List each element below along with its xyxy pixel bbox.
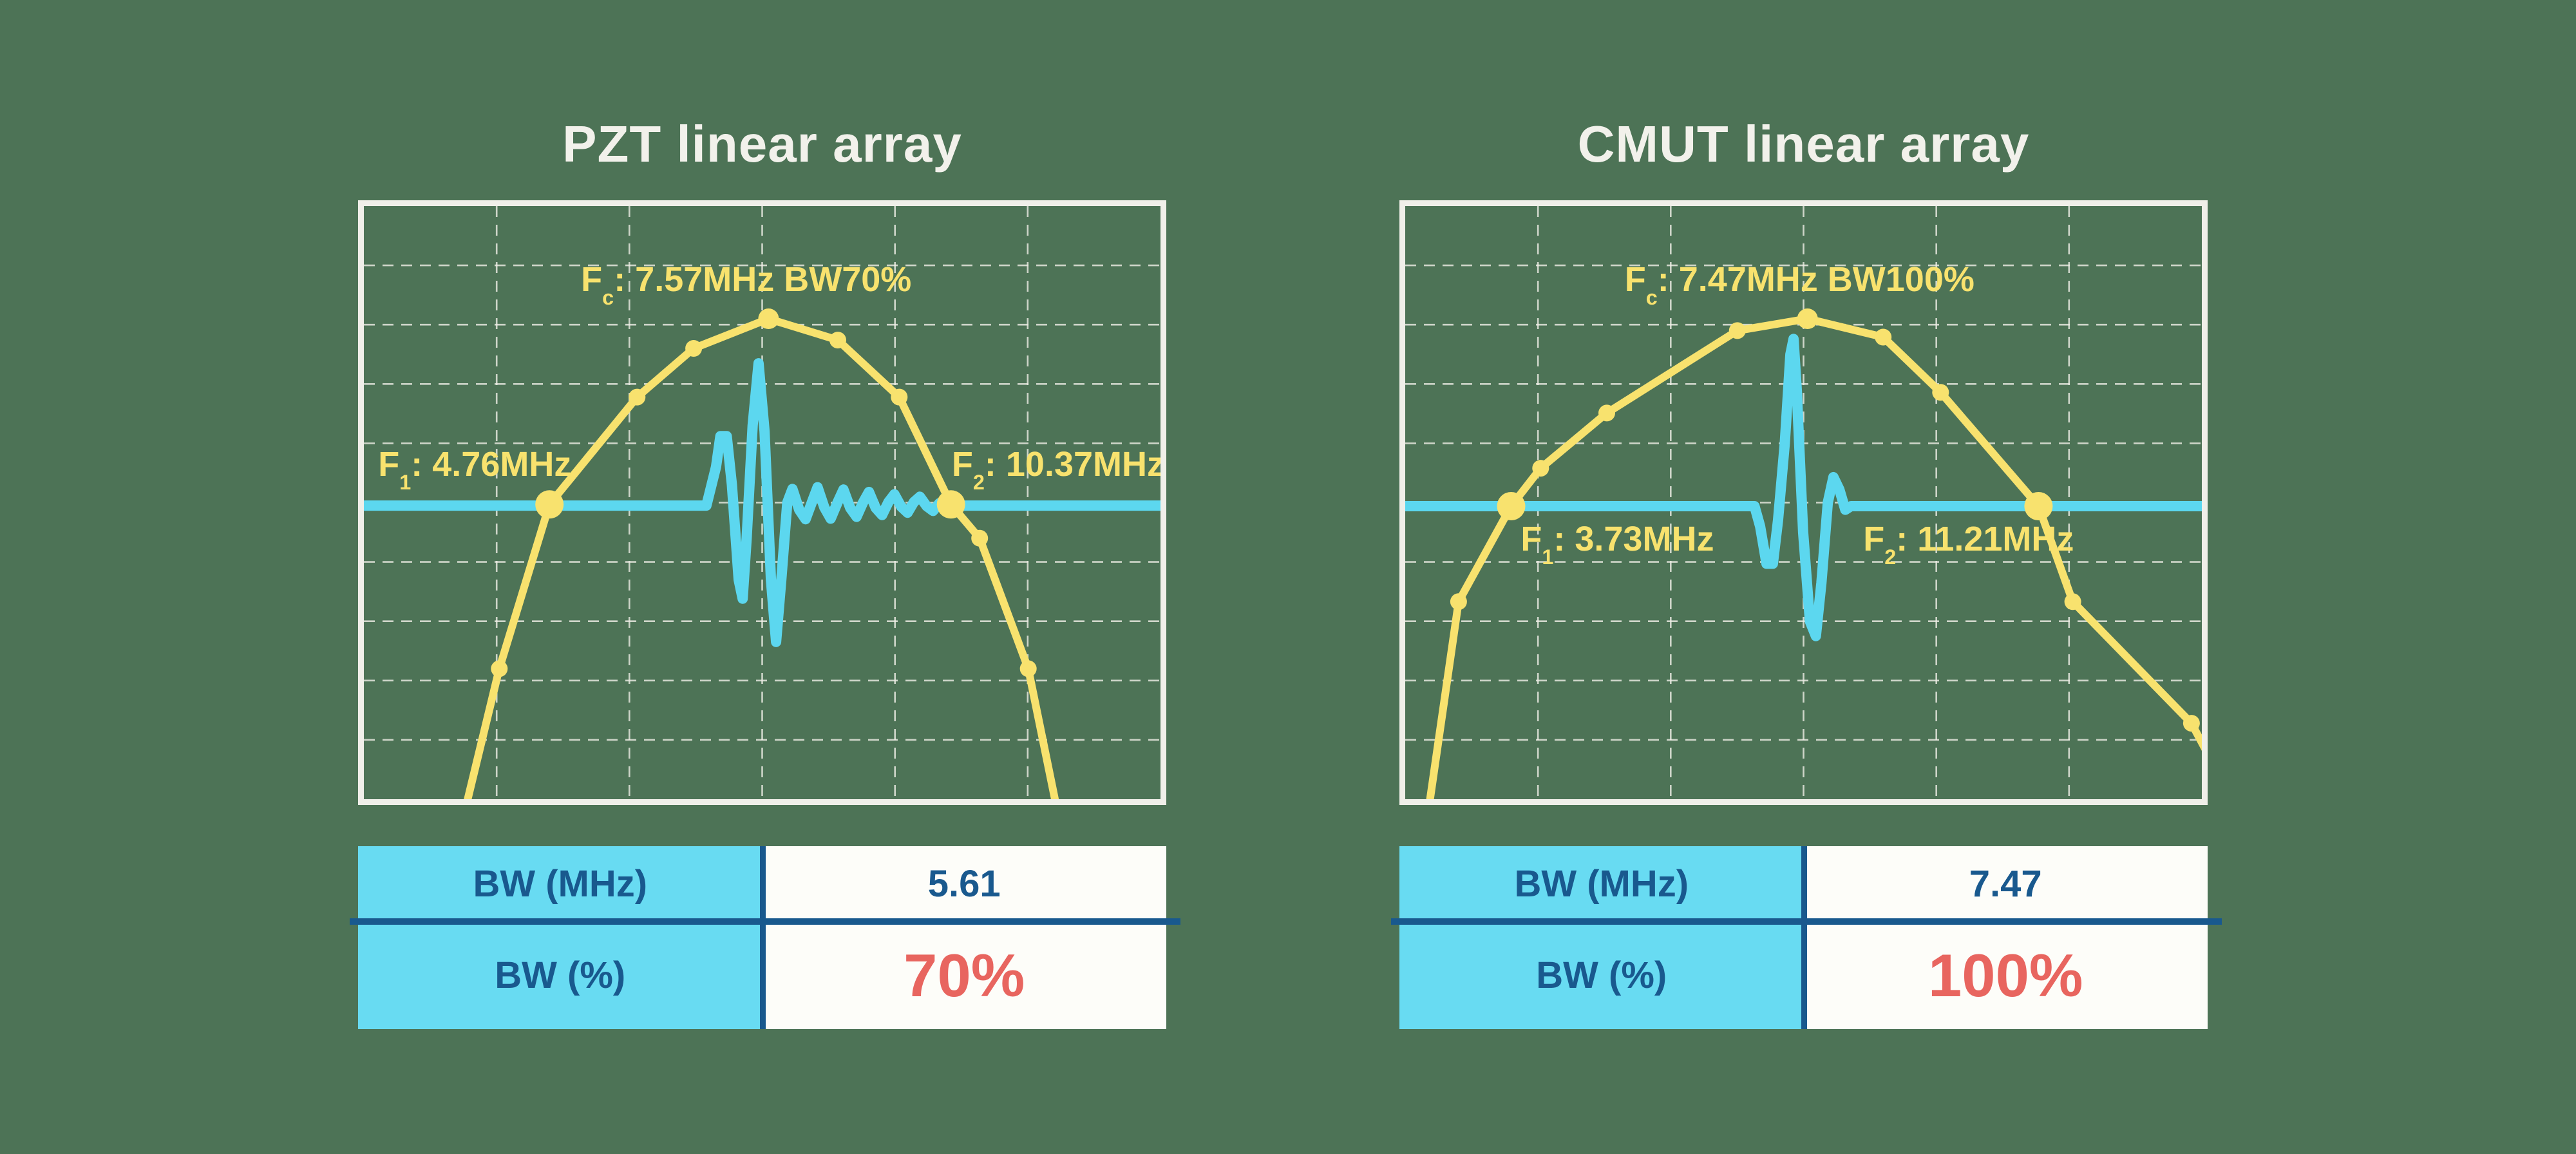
- f2-label-subscript: 2: [1884, 545, 1897, 569]
- fc-label-subscript: c: [602, 286, 614, 310]
- f1-label-prefix: F: [378, 444, 400, 484]
- data-point-marker: [1728, 322, 1746, 339]
- cmut-chart-canvas: [1405, 206, 2202, 799]
- data-point-marker: [758, 308, 779, 329]
- f1-label-prefix: F: [1520, 519, 1542, 558]
- fc-label-value: : 7.57MHz BW70%: [614, 260, 912, 299]
- fc-label-prefix: F: [581, 260, 603, 299]
- data-point-marker: [685, 340, 703, 357]
- data-point-marker: [491, 660, 508, 677]
- f2-label-prefix: F: [1863, 519, 1885, 558]
- bw-mhz-label: BW (MHz): [473, 863, 648, 905]
- pulse-echo-waveform-line: [364, 358, 1160, 647]
- bw-mhz-label: BW (MHz): [1514, 863, 1689, 905]
- data-point-marker: [1450, 593, 1467, 610]
- f2-label-subscript: 2: [972, 470, 985, 494]
- bw-mhz-value: 7.47: [1969, 863, 2042, 905]
- bw-mhz-value: 5.61: [927, 863, 1001, 905]
- f2-label-value: : 10.37MHz: [984, 444, 1165, 484]
- f1-label-value: : 4.76MHz: [411, 444, 572, 484]
- table-row: BW (%) 100%: [1399, 922, 2208, 1029]
- data-point-marker: [1598, 404, 1615, 422]
- bw-mhz-label-cell: BW (MHz): [1399, 846, 1804, 922]
- cmut-f2-label: F2: 11.21MHz: [1863, 519, 2074, 567]
- f1-label-value: : 3.73MHz: [1553, 519, 1714, 558]
- pzt-bandwidth-table: BW (MHz) 5.61 BW (%) 70%: [350, 846, 1180, 1029]
- cmut-panel-title: CMUT linear array: [1577, 115, 2030, 173]
- table-row-divider: [350, 918, 1180, 925]
- pzt-chart-canvas: [364, 206, 1160, 799]
- table-row: BW (%) 70%: [358, 922, 1166, 1029]
- table-row: BW (MHz) 5.61: [358, 846, 1166, 922]
- pzt-panel-title: PZT linear array: [562, 115, 962, 173]
- cmut-f1-label: F1: 3.73MHz: [1520, 519, 1714, 567]
- data-point-marker: [1875, 328, 1892, 346]
- data-point-marker: [1932, 384, 1949, 401]
- data-point-marker: [1532, 460, 1549, 477]
- cmut-chart-frame: Fc: 7.47MHz BW100% F1: 3.73MHz F2: 11.21…: [1399, 200, 2208, 805]
- pzt-f2-label: F2: 10.37MHz: [951, 444, 1165, 493]
- bw-percent-label-cell: BW (%): [358, 922, 762, 1029]
- table-row: BW (MHz) 7.47: [1399, 846, 2208, 922]
- data-point-marker: [1797, 308, 1818, 329]
- bw-percent-value: 100%: [1928, 941, 2083, 1009]
- frequency-spectrum-line: [464, 315, 1059, 799]
- pulse-echo-waveform-line: [1405, 334, 2202, 641]
- cmut-center-frequency-label: Fc: 7.47MHz BW100%: [1624, 260, 1975, 308]
- pzt-chart-frame: Fc: 7.57MHz BW70% F1: 4.76MHz F2: 10.37M…: [358, 200, 1166, 805]
- data-point-marker: [1497, 492, 1526, 520]
- data-point-marker: [891, 388, 908, 406]
- bw-percent-label: BW (%): [1536, 954, 1667, 996]
- fc-label-prefix: F: [1624, 260, 1646, 299]
- fc-label-subscript: c: [1645, 286, 1658, 310]
- f1-label-subscript: 1: [1542, 545, 1554, 569]
- table-column-divider: [759, 846, 766, 1029]
- bw-mhz-label-cell: BW (MHz): [358, 846, 762, 922]
- f1-label-subscript: 1: [399, 470, 412, 494]
- fc-label-value: : 7.47MHz BW100%: [1657, 260, 1975, 299]
- data-point-marker: [936, 490, 965, 519]
- bw-percent-value-cell: 100%: [1803, 922, 2208, 1029]
- bw-percent-value-cell: 70%: [762, 922, 1166, 1029]
- f2-label-value: : 11.21MHz: [1896, 519, 2074, 558]
- data-point-marker: [2064, 593, 2081, 610]
- pzt-f1-label: F1: 4.76MHz: [378, 444, 572, 493]
- table-row-divider: [1391, 918, 2222, 925]
- data-point-marker: [971, 529, 989, 547]
- data-point-marker: [535, 490, 564, 519]
- cmut-bandwidth-table: BW (MHz) 7.47 BW (%) 100%: [1391, 846, 2222, 1029]
- data-point-marker: [2024, 492, 2053, 520]
- table-column-divider: [1801, 846, 1807, 1029]
- bw-percent-label: BW (%): [495, 954, 626, 996]
- bw-mhz-value-cell: 5.61: [762, 846, 1166, 922]
- data-point-marker: [829, 332, 846, 349]
- bw-mhz-value-cell: 7.47: [1803, 846, 2208, 922]
- data-point-marker: [2183, 715, 2200, 732]
- f2-label-prefix: F: [951, 444, 973, 484]
- data-point-marker: [629, 388, 646, 406]
- bw-percent-label-cell: BW (%): [1399, 922, 1804, 1029]
- data-point-marker: [1019, 660, 1037, 677]
- pzt-center-frequency-label: Fc: 7.57MHz BW70%: [581, 260, 912, 308]
- bw-percent-value: 70%: [904, 941, 1025, 1009]
